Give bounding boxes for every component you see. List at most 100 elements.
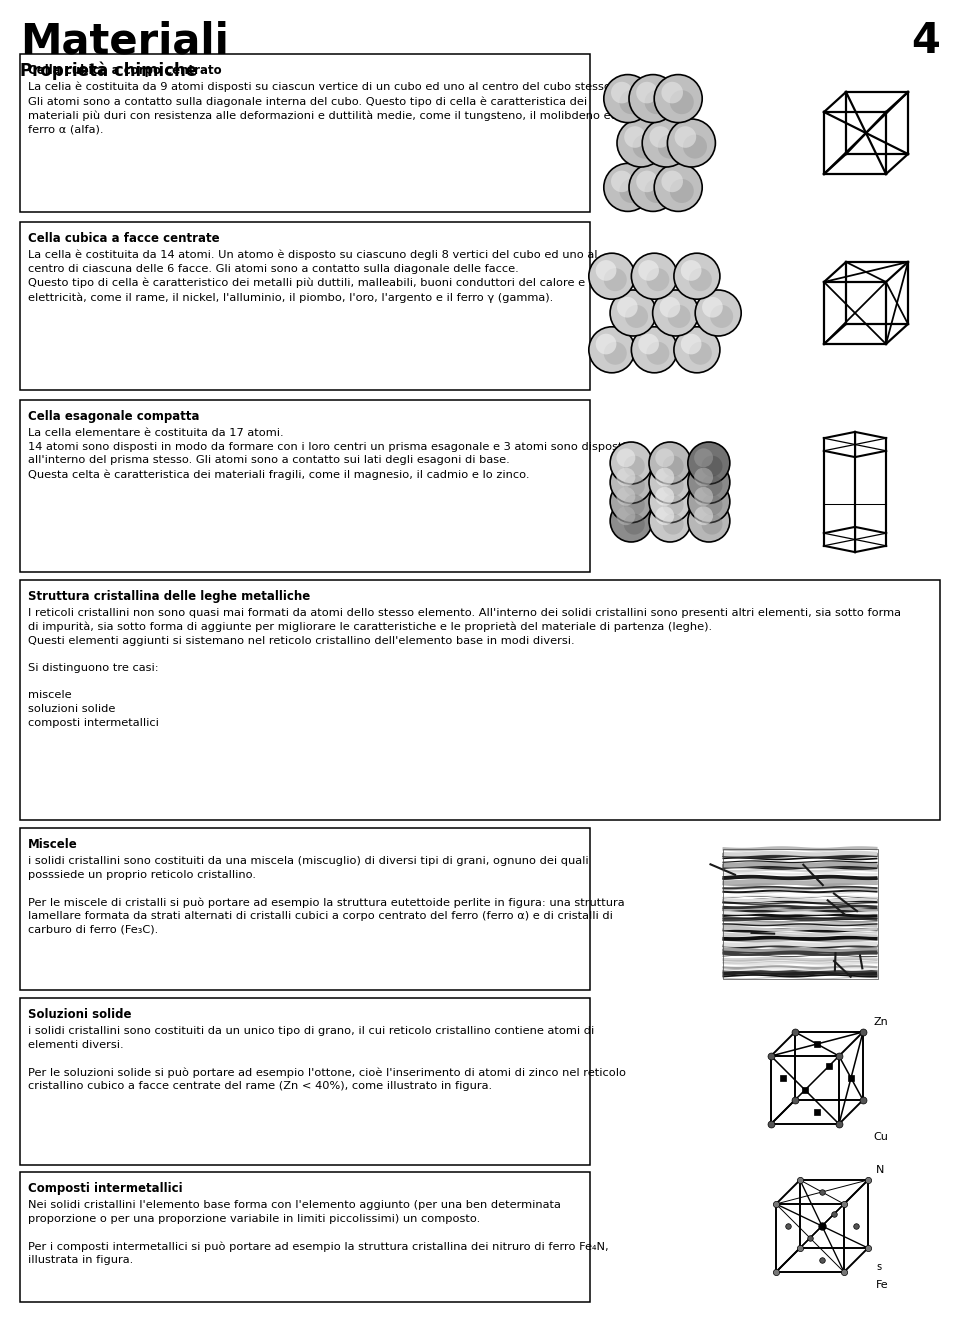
Circle shape (646, 342, 669, 364)
Text: Cella cubica a corpo centrato: Cella cubica a corpo centrato (28, 63, 222, 77)
Circle shape (611, 462, 652, 503)
Circle shape (604, 268, 627, 292)
Circle shape (632, 253, 678, 300)
Circle shape (675, 127, 696, 148)
Circle shape (616, 467, 636, 487)
Circle shape (654, 164, 702, 211)
Circle shape (662, 513, 684, 535)
Circle shape (649, 442, 691, 484)
Circle shape (588, 327, 635, 372)
Circle shape (702, 455, 723, 477)
Circle shape (611, 500, 652, 543)
Bar (20, 828, 590, 990)
Bar (723, 849, 877, 979)
Circle shape (624, 513, 645, 535)
Circle shape (710, 305, 733, 327)
Circle shape (695, 290, 741, 337)
Text: Cu: Cu (873, 1133, 888, 1142)
Circle shape (662, 494, 684, 515)
Circle shape (653, 290, 699, 337)
Circle shape (674, 327, 720, 372)
Circle shape (625, 305, 648, 327)
Circle shape (670, 180, 694, 203)
Bar (20, 579, 940, 820)
Circle shape (667, 119, 715, 168)
Circle shape (616, 507, 636, 525)
Circle shape (633, 135, 657, 158)
Text: N: N (876, 1166, 884, 1175)
Circle shape (683, 135, 707, 158)
Circle shape (694, 449, 713, 467)
Text: Miscele: Miscele (28, 838, 78, 851)
Circle shape (694, 487, 713, 506)
Bar (20, 400, 590, 572)
Circle shape (656, 449, 674, 467)
Circle shape (656, 467, 674, 487)
Circle shape (604, 164, 652, 211)
Circle shape (632, 327, 678, 372)
Text: Composti intermetallici: Composti intermetallici (28, 1181, 182, 1195)
Circle shape (611, 442, 652, 484)
Text: La cella elementare è costituita da 17 atomi.
14 atomi sono disposti in modo da : La cella elementare è costituita da 17 a… (28, 428, 626, 479)
Circle shape (667, 305, 690, 327)
Circle shape (649, 462, 691, 503)
Circle shape (649, 480, 691, 523)
Text: i solidi cristallini sono costituiti da una miscela (miscuglio) di diversi tipi : i solidi cristallini sono costituiti da … (28, 855, 625, 935)
Circle shape (644, 180, 668, 203)
Circle shape (644, 90, 668, 115)
Circle shape (702, 297, 723, 318)
Text: Nei solidi cristallini l'elemento base forma con l'elemento aggiunto (per una be: Nei solidi cristallini l'elemento base f… (28, 1200, 609, 1265)
Circle shape (629, 164, 677, 211)
Circle shape (688, 500, 730, 543)
Circle shape (611, 480, 652, 523)
Bar (20, 222, 590, 389)
Circle shape (624, 127, 646, 148)
Bar (20, 998, 590, 1166)
Circle shape (611, 82, 633, 103)
Bar (20, 1172, 590, 1302)
Circle shape (636, 82, 658, 103)
Circle shape (619, 180, 643, 203)
Bar (20, 54, 590, 213)
Circle shape (689, 268, 712, 292)
Text: i solidi cristallini sono costituiti da un unico tipo di grano, il cui reticolo : i solidi cristallini sono costituiti da … (28, 1026, 626, 1092)
Circle shape (694, 467, 713, 487)
Text: La celia è costituita da 9 atomi disposti su ciascun vertice di un cubo ed uno a: La celia è costituita da 9 atomi dispost… (28, 82, 628, 135)
Circle shape (656, 487, 674, 506)
Circle shape (662, 475, 684, 496)
Circle shape (596, 334, 616, 354)
Circle shape (688, 462, 730, 503)
Text: Cella cubica a facce centrate: Cella cubica a facce centrate (28, 232, 220, 246)
Text: Proprietà chimiche: Proprietà chimiche (20, 62, 197, 81)
Circle shape (689, 342, 712, 364)
Circle shape (649, 127, 671, 148)
Circle shape (674, 253, 720, 300)
Circle shape (661, 82, 683, 103)
Circle shape (617, 297, 637, 318)
Circle shape (654, 75, 702, 123)
Circle shape (624, 494, 645, 515)
Circle shape (596, 260, 616, 281)
Circle shape (702, 513, 723, 535)
Text: 4: 4 (911, 20, 940, 62)
Circle shape (681, 334, 702, 354)
Circle shape (629, 75, 677, 123)
Circle shape (702, 494, 723, 515)
Circle shape (588, 253, 635, 300)
Circle shape (611, 290, 656, 337)
Circle shape (642, 119, 690, 168)
Circle shape (694, 507, 713, 525)
Circle shape (616, 487, 636, 506)
Circle shape (604, 342, 627, 364)
Text: Fe: Fe (876, 1280, 889, 1290)
Circle shape (636, 170, 658, 193)
Circle shape (619, 90, 643, 115)
Circle shape (604, 75, 652, 123)
Circle shape (617, 119, 665, 168)
Circle shape (702, 475, 723, 496)
Circle shape (661, 170, 683, 193)
Text: Zn: Zn (873, 1016, 888, 1027)
Text: Struttura cristallina delle leghe metalliche: Struttura cristallina delle leghe metall… (28, 590, 310, 603)
Circle shape (688, 480, 730, 523)
Circle shape (658, 135, 682, 158)
